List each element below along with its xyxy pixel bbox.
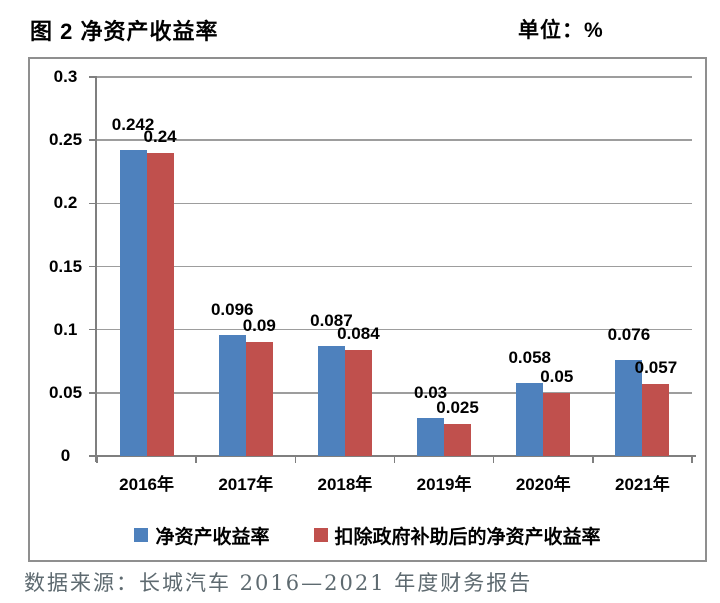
legend-item: 扣除政府补助后的净资产收益率: [313, 522, 601, 549]
y-axis-tick-label: 0.1: [53, 319, 78, 339]
gridline: [97, 328, 692, 331]
bar-s2-g5: [543, 393, 571, 456]
gridline: [97, 202, 692, 205]
bar-value-label: 0.025: [436, 398, 479, 417]
legend-swatch-series2: [313, 528, 328, 542]
x-axis-category-label: 2020年: [515, 475, 571, 494]
figure-title: 图 2 净资产收益率: [30, 19, 219, 44]
x-axis: [89, 455, 696, 457]
bar-s2-g1: [146, 153, 174, 456]
x-axis-category-label: 2016年: [119, 475, 174, 494]
bar-value-label: 0.242: [111, 115, 155, 134]
x-tick: [492, 456, 495, 463]
bar-s2-g6: [642, 384, 670, 456]
y-axis-tick-label: 0.25: [48, 130, 83, 150]
x-axis-category-label: 2017年: [218, 475, 274, 494]
y-tick: [89, 328, 97, 331]
gridline: [97, 265, 692, 268]
y-axis-tick-label: 0: [60, 446, 71, 465]
bar-value-label: 0.076: [607, 325, 651, 344]
bar-s2-g3: [344, 350, 372, 456]
x-tick: [195, 456, 197, 463]
x-tick: [691, 456, 693, 463]
legend-label: 扣除政府补助后的净资产收益率: [334, 526, 601, 548]
bar-value-label: 0.096: [210, 300, 254, 319]
chart-frame: 0 0.05 0.1 0.15 0.2 0.25 0.3 0.242 0.24 2016年 0.09…: [28, 57, 707, 562]
bar-s2-g2: [245, 342, 273, 456]
gridline: [97, 139, 692, 141]
legend: 净资产收益率 扣除政府补助后的净资产收益率: [30, 521, 705, 549]
y-axis: [95, 77, 97, 462]
unit-label: 单位：%: [518, 19, 604, 42]
bar-value-label: 0.03: [414, 383, 448, 402]
y-tick: [89, 202, 97, 205]
bar-s1-g5: [516, 383, 544, 456]
y-axis-tick-label: 0.15: [48, 256, 83, 276]
bar-value-label: 0.084: [337, 324, 380, 343]
y-axis-tick-label: 0.05: [48, 382, 83, 402]
y-tick: [89, 265, 97, 268]
legend-label: 净资产收益率: [155, 526, 270, 548]
bar-value-label: 0.05: [540, 367, 574, 386]
y-tick: [89, 76, 97, 78]
legend-swatch-series1: [134, 528, 149, 542]
x-axis-category-label: 2021年: [614, 475, 670, 494]
bar-s1-g2: [218, 335, 246, 456]
bar-s1-g1: [119, 150, 147, 456]
y-tick: [89, 392, 97, 394]
bar-value-label: 0.24: [143, 127, 177, 146]
x-tick: [393, 456, 396, 463]
y-axis-tick-label: 0.3: [53, 67, 78, 86]
bar-value-label: 0.057: [634, 358, 678, 377]
bar-s1-g6: [615, 360, 643, 456]
bar-s2-g4: [444, 424, 472, 456]
y-axis-tick-label: 0.2: [53, 193, 78, 213]
x-tick: [294, 456, 297, 463]
source-note: 数据来源：长城汽车 2016—2021 年度财务报告: [24, 571, 533, 595]
x-axis-category-label: 2018年: [317, 475, 373, 494]
y-tick: [89, 139, 97, 141]
x-axis-category-label: 2019年: [416, 475, 472, 494]
bar-value-label: 0.058: [508, 348, 552, 367]
x-tick: [592, 456, 594, 463]
bar-value-label: 0.087: [310, 311, 353, 330]
bar-s1-g3: [317, 346, 345, 456]
bar-value-label: 0.09: [242, 316, 276, 335]
x-tick: [96, 456, 98, 463]
plot-area: 0 0.05 0.1 0.15 0.2 0.25 0.3 0.242 0.24 2016年 0.09…: [30, 59, 705, 560]
gridline: [97, 76, 692, 78]
bar-s1-g4: [417, 418, 445, 456]
legend-item: 净资产收益率: [134, 522, 270, 549]
gridline: [97, 392, 692, 394]
